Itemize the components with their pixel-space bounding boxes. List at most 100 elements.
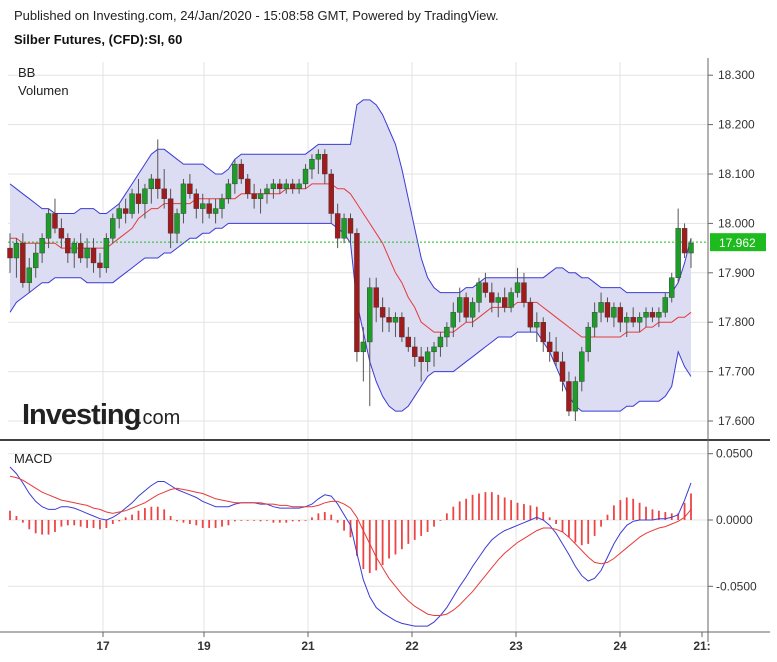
frame [0, 58, 770, 642]
candle-up [315, 154, 322, 160]
macd-hist-bar [343, 520, 345, 531]
candle-down [7, 247, 13, 259]
macd-hist-bar [221, 520, 223, 527]
macd-hist-bar [593, 520, 596, 536]
macd-hist-bar [259, 520, 262, 522]
macd-hist-bar [664, 512, 667, 520]
macd-hist-bar [580, 520, 583, 546]
macd-hist-bar [542, 512, 545, 520]
macd-hist-bar [516, 502, 519, 520]
candle-down [354, 233, 360, 353]
candle-down [90, 247, 97, 264]
macd-hist-bar [201, 520, 204, 528]
candle-down [559, 361, 566, 382]
macd-hist-bar [670, 513, 673, 520]
bb-upper-line [9, 99, 692, 294]
macd-hist-bar [150, 506, 153, 520]
macd-hist-bar [375, 520, 378, 571]
macd-hist-bar [54, 520, 56, 532]
macd-hist-bar [362, 520, 365, 570]
candle-down [553, 351, 559, 362]
logo-brand: Investing [22, 399, 140, 431]
macd-hist-bar [298, 520, 301, 522]
candle-down [206, 203, 212, 214]
macd-hist-bar [291, 520, 294, 522]
candle-down [334, 213, 341, 239]
macd-hist-bar [79, 520, 82, 527]
macd-hist-bar [278, 520, 281, 523]
candle-up [142, 188, 148, 204]
candle-up [514, 282, 521, 293]
candle-up [180, 183, 187, 214]
candle-down [277, 183, 283, 190]
candle-down [463, 297, 469, 318]
macd-hist-bar [600, 520, 602, 527]
macd-hist-bar [619, 500, 622, 520]
macd-hist-bar [478, 493, 480, 520]
macd-hist-bar [561, 520, 564, 532]
time-tick-label: 21: [693, 639, 710, 653]
macd-hist-bar [497, 494, 500, 520]
macd-hist-bar [195, 520, 198, 526]
candle-up [476, 282, 482, 303]
macd-hist-bar [41, 520, 44, 535]
candle-up [624, 317, 630, 323]
macd-hist-bar [86, 520, 88, 528]
candle-up [264, 188, 270, 194]
macd-hist-bar [47, 520, 50, 535]
candle-down [540, 322, 546, 343]
candle-down [405, 336, 412, 348]
candle-down [322, 154, 328, 175]
candle-down [20, 242, 26, 283]
candle-up [219, 198, 225, 209]
macd-hist-bar [28, 520, 31, 530]
macd-hist-bar [118, 520, 121, 522]
candle-up [103, 238, 110, 269]
candle-up [232, 163, 238, 185]
candle-down [77, 242, 84, 259]
candle-up [283, 183, 289, 190]
signal-line [9, 475, 692, 616]
candle-up [302, 168, 309, 185]
macd-hist-bar [439, 520, 442, 521]
macd-hist-bar [613, 505, 615, 520]
macd-hist-bar [568, 520, 570, 538]
candle-down [52, 213, 58, 229]
candle-up [444, 326, 450, 338]
candle-up [611, 307, 617, 318]
macd-hist-bar [182, 520, 185, 523]
candle-down [328, 173, 334, 214]
candle-down [546, 341, 553, 353]
candle-up [424, 351, 431, 362]
macd-hist-bar [144, 508, 146, 520]
macd-line [9, 466, 692, 627]
logo-suffix: .com [137, 407, 180, 429]
macd-hist-bar [227, 520, 230, 526]
macd-hist-bar [645, 506, 647, 520]
macd-hist-bar [625, 497, 628, 520]
macd-hist-bar [510, 500, 513, 520]
candle-up [13, 242, 20, 259]
candle-down [187, 183, 193, 194]
macd-hist-bar [471, 494, 474, 520]
macd-hist-bar [484, 492, 487, 520]
axes: 17.600 17.700 17.800 17.900 18.000 18.100 18.2… [96, 68, 766, 653]
macd-hist-bar [253, 520, 256, 521]
candle-up [129, 193, 135, 214]
macd-hist-bar [400, 520, 403, 550]
macd-hist-bar [15, 516, 18, 520]
candle-up [469, 302, 476, 318]
last-price-badge [710, 233, 766, 252]
macd-hist-bar [336, 520, 339, 523]
candle-up [110, 218, 116, 239]
macd-hist-bar [452, 506, 455, 520]
macd-hist-bar [266, 520, 268, 521]
price-tick-label: 18.300 [718, 68, 755, 82]
candle-up [662, 297, 669, 313]
legend-bb: BB [18, 65, 35, 80]
candle-down [373, 287, 379, 308]
candle-up [212, 208, 219, 214]
macd-hist-bar [105, 520, 108, 528]
candle-down [238, 163, 244, 180]
